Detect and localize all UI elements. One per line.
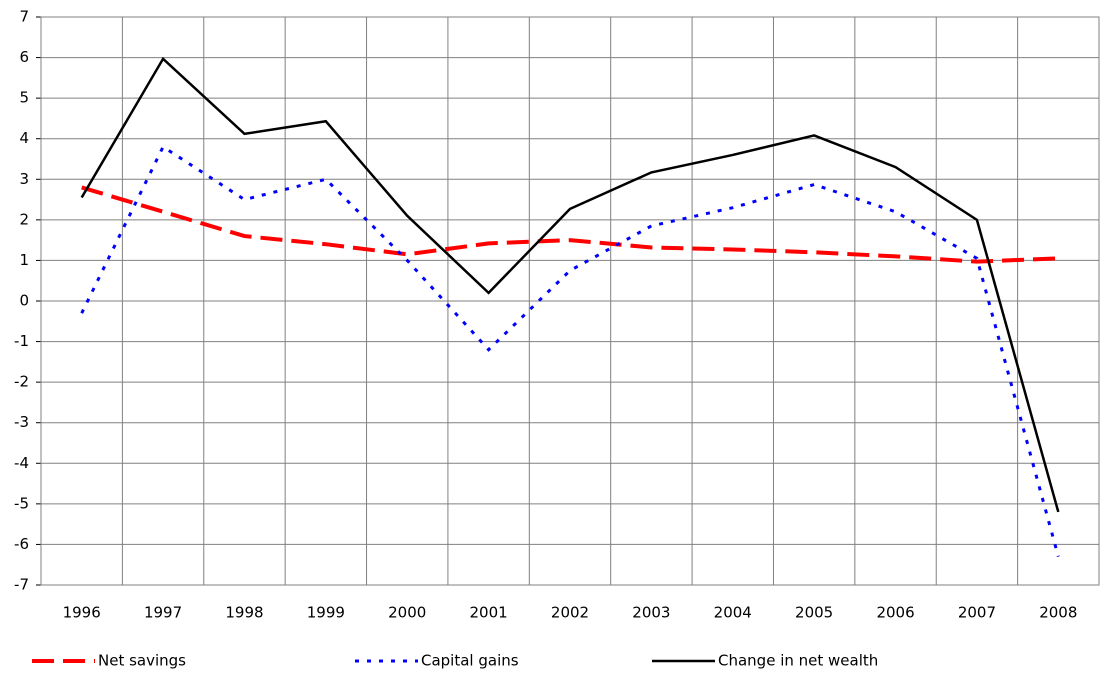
x-tick-label: 2000 [388,604,426,622]
y-tick-label: -3 [14,413,29,431]
x-tick-label: 1999 [307,604,345,622]
x-tick-label: 1996 [63,604,101,622]
y-tick-label: -1 [14,332,29,350]
y-tick-label: -6 [14,535,29,553]
x-tick-label: 2001 [470,604,508,622]
series-line [81,185,1059,264]
series-line [80,56,1060,513]
legend-label: Net savings [98,652,186,670]
plot-border [40,16,1100,586]
x-tick-label: 2007 [958,604,996,622]
x-tick-label: 2006 [876,604,914,622]
y-tick-label: 3 [19,170,29,188]
y-tick-label: 0 [19,292,29,310]
legend-label: Change in net wealth [718,652,878,670]
y-tick-label: -7 [14,576,29,594]
y-tick-label: 4 [19,129,29,147]
y-tick-label: 2 [19,210,29,228]
y-tick-label: -2 [14,373,29,391]
x-tick-label: 1998 [225,604,263,622]
legend-label: Capital gains [421,652,519,670]
y-tick-label: 5 [19,89,29,107]
x-tick-label: 2003 [632,604,670,622]
y-tick-label: -4 [14,454,29,472]
y-tick-label: 6 [19,48,29,66]
x-tick-label: 2008 [1039,604,1077,622]
x-tick-label: 2002 [551,604,589,622]
x-tick-label: 1997 [144,604,182,622]
y-tick-label: 1 [19,251,29,269]
x-tick-label: 2004 [714,604,752,622]
y-tick-label: 7 [19,8,29,26]
x-tick-label: 2005 [795,604,833,622]
y-tick-label: -5 [14,494,29,512]
